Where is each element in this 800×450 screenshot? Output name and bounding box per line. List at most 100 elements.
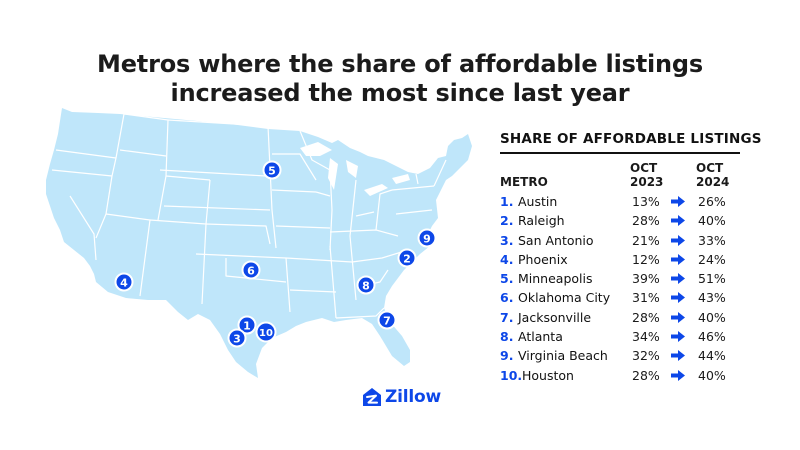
table-row: 6. Oklahoma City 31% 43% — [500, 288, 740, 307]
infographic-title: Metros where the share of affordable lis… — [0, 50, 800, 108]
row-rank: 9. — [500, 348, 514, 364]
row-oct-2023: 28% — [632, 213, 660, 229]
table-row: 9. Virginia Beach 32% 44% — [500, 346, 740, 365]
map-marker-8: 8 — [356, 275, 376, 295]
row-rank: 10. — [500, 367, 523, 383]
row-oct-2023: 13% — [632, 194, 660, 209]
column-header-metro: METRO — [500, 175, 548, 189]
table-row: 10. Houston 28% 40% — [500, 366, 740, 385]
table-row: 2. Raleigh 28% 40% — [500, 211, 740, 230]
row-oct-2024: 46% — [698, 329, 726, 345]
row-oct-2023: 32% — [632, 348, 660, 364]
marker-label-6: 6 — [247, 265, 255, 278]
table-body: 1. Austin 13% 26% 2. Raleigh 28% 40% 3. … — [500, 192, 740, 385]
row-metro: Minneapolis — [518, 271, 593, 287]
map-marker-10: 10 — [255, 321, 277, 343]
marker-label-10: 10 — [259, 328, 273, 339]
map-marker-7: 7 — [377, 310, 397, 330]
row-rank: 7. — [500, 309, 514, 325]
column-header-oct-2024: OCT 2024 — [696, 161, 729, 189]
row-oct-2023: 34% — [632, 329, 660, 345]
right-arrow-icon — [671, 253, 685, 265]
row-rank: 6. — [500, 290, 514, 306]
table-row: 5. Minneapolis 39% 51% — [500, 269, 740, 288]
right-arrow-icon — [671, 273, 685, 285]
row-metro: Phoenix — [518, 251, 568, 267]
row-oct-2024: 26% — [698, 194, 726, 209]
row-oct-2024: 43% — [698, 290, 726, 306]
row-oct-2023: 39% — [632, 271, 660, 287]
right-arrow-icon — [671, 331, 685, 343]
zillow-logo: Zillow — [362, 386, 441, 408]
row-oct-2024: 40% — [698, 367, 726, 383]
map-marker-4: 4 — [114, 272, 134, 292]
row-oct-2023: 28% — [632, 309, 660, 325]
right-arrow-icon — [671, 292, 685, 304]
row-oct-2024: 40% — [698, 213, 726, 229]
row-oct-2023: 31% — [632, 290, 660, 306]
row-oct-2024: 40% — [698, 309, 726, 325]
marker-label-9: 9 — [423, 233, 431, 246]
right-arrow-icon — [671, 350, 685, 362]
marker-label-4: 4 — [120, 277, 128, 290]
row-metro: Oklahoma City — [518, 290, 611, 306]
column-header-oct-2023-month: OCT — [630, 161, 658, 175]
row-oct-2023: 12% — [632, 251, 660, 267]
right-arrow-icon — [671, 311, 685, 323]
row-metro: San Antonio — [518, 232, 594, 248]
row-rank: 1. — [500, 194, 514, 209]
table-heading: SHARE OF AFFORDABLE LISTINGS — [500, 131, 762, 154]
row-oct-2023: 21% — [632, 232, 660, 248]
map-marker-2: 2 — [397, 248, 417, 268]
table-row: 3. San Antonio 21% 33% — [500, 231, 740, 250]
row-rank: 5. — [500, 271, 514, 287]
right-arrow-icon — [671, 196, 685, 207]
row-rank: 2. — [500, 213, 514, 229]
table-row: 4. Phoenix 12% 24% — [500, 250, 740, 269]
row-metro: Houston — [518, 367, 574, 383]
row-rank: 3. — [500, 232, 514, 248]
row-metro: Raleigh — [518, 213, 565, 229]
us-land — [46, 108, 472, 378]
map-marker-1: 1 — [237, 315, 257, 335]
row-oct-2024: 24% — [698, 251, 726, 267]
marker-label-7: 7 — [383, 315, 391, 328]
row-oct-2024: 44% — [698, 348, 726, 364]
zillow-wordmark: Zillow — [385, 387, 441, 407]
title-line-1: Metros where the share of affordable lis… — [97, 50, 703, 78]
row-metro: Virginia Beach — [518, 348, 608, 364]
right-arrow-icon — [671, 369, 685, 381]
row-metro: Austin — [518, 194, 558, 209]
marker-label-1: 1 — [243, 320, 251, 333]
row-metro: Jacksonville — [518, 309, 592, 325]
map-marker-3: 3 — [227, 328, 247, 348]
table-header-row: METRO OCT 2023 OCT 2024 — [500, 158, 740, 192]
zillow-house-icon — [363, 388, 381, 406]
row-rank: 4. — [500, 251, 514, 267]
row-rank: 8. — [500, 329, 514, 345]
title-line-2: increased the most since last year — [170, 79, 630, 107]
marker-label-3: 3 — [233, 333, 241, 346]
row-oct-2024: 33% — [698, 232, 726, 248]
column-header-oct-2023: OCT 2023 — [630, 161, 663, 189]
map-marker-5: 5 — [262, 160, 282, 180]
marker-label-2: 2 — [403, 253, 411, 266]
right-arrow-icon — [671, 215, 685, 227]
right-arrow-icon — [671, 234, 685, 246]
column-header-oct-2024-month: OCT — [696, 161, 724, 175]
table-row: 1. Austin 13% 26% — [500, 192, 740, 211]
affordable-listings-table: SHARE OF AFFORDABLE LISTINGS METRO OCT 2… — [500, 131, 762, 385]
marker-label-5: 5 — [268, 165, 276, 178]
column-header-oct-2023-year: 2023 — [630, 175, 664, 189]
great-lakes — [300, 142, 410, 196]
row-oct-2023: 28% — [632, 367, 660, 383]
row-oct-2024: 51% — [698, 271, 726, 287]
map-marker-6: 6 — [241, 260, 261, 280]
table-row: 7. Jacksonville 28% 40% — [500, 308, 740, 327]
column-header-oct-2024-year: 2024 — [696, 175, 730, 189]
row-metro: Atlanta — [518, 329, 563, 345]
table-row: 8. Atlanta 34% 46% — [500, 327, 740, 346]
map-marker-9: 9 — [417, 228, 437, 248]
state-borders — [51, 113, 447, 319]
